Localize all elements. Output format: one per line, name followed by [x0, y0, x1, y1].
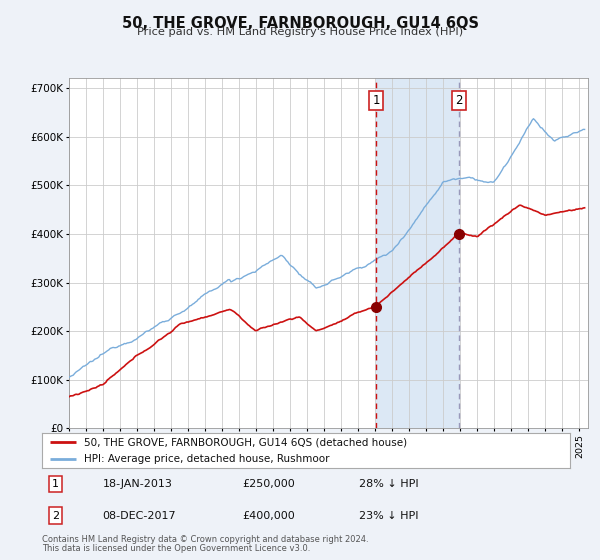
- Text: 1: 1: [52, 479, 59, 489]
- Text: £400,000: £400,000: [242, 511, 295, 521]
- Text: £250,000: £250,000: [242, 479, 295, 489]
- Text: Contains HM Land Registry data © Crown copyright and database right 2024.: Contains HM Land Registry data © Crown c…: [42, 535, 368, 544]
- Text: 23% ↓ HPI: 23% ↓ HPI: [359, 511, 418, 521]
- Text: 2: 2: [455, 94, 463, 107]
- Text: 08-DEC-2017: 08-DEC-2017: [103, 511, 176, 521]
- Text: 50, THE GROVE, FARNBOROUGH, GU14 6QS: 50, THE GROVE, FARNBOROUGH, GU14 6QS: [121, 16, 479, 31]
- Text: 50, THE GROVE, FARNBOROUGH, GU14 6QS (detached house): 50, THE GROVE, FARNBOROUGH, GU14 6QS (de…: [84, 437, 407, 447]
- Text: 2: 2: [52, 511, 59, 521]
- Text: Price paid vs. HM Land Registry's House Price Index (HPI): Price paid vs. HM Land Registry's House …: [137, 27, 463, 37]
- Text: This data is licensed under the Open Government Licence v3.0.: This data is licensed under the Open Gov…: [42, 544, 310, 553]
- Text: 1: 1: [373, 94, 380, 107]
- Text: 18-JAN-2013: 18-JAN-2013: [103, 479, 173, 489]
- Bar: [376, 78, 459, 428]
- Text: 28% ↓ HPI: 28% ↓ HPI: [359, 479, 418, 489]
- Text: HPI: Average price, detached house, Rushmoor: HPI: Average price, detached house, Rush…: [84, 454, 330, 464]
